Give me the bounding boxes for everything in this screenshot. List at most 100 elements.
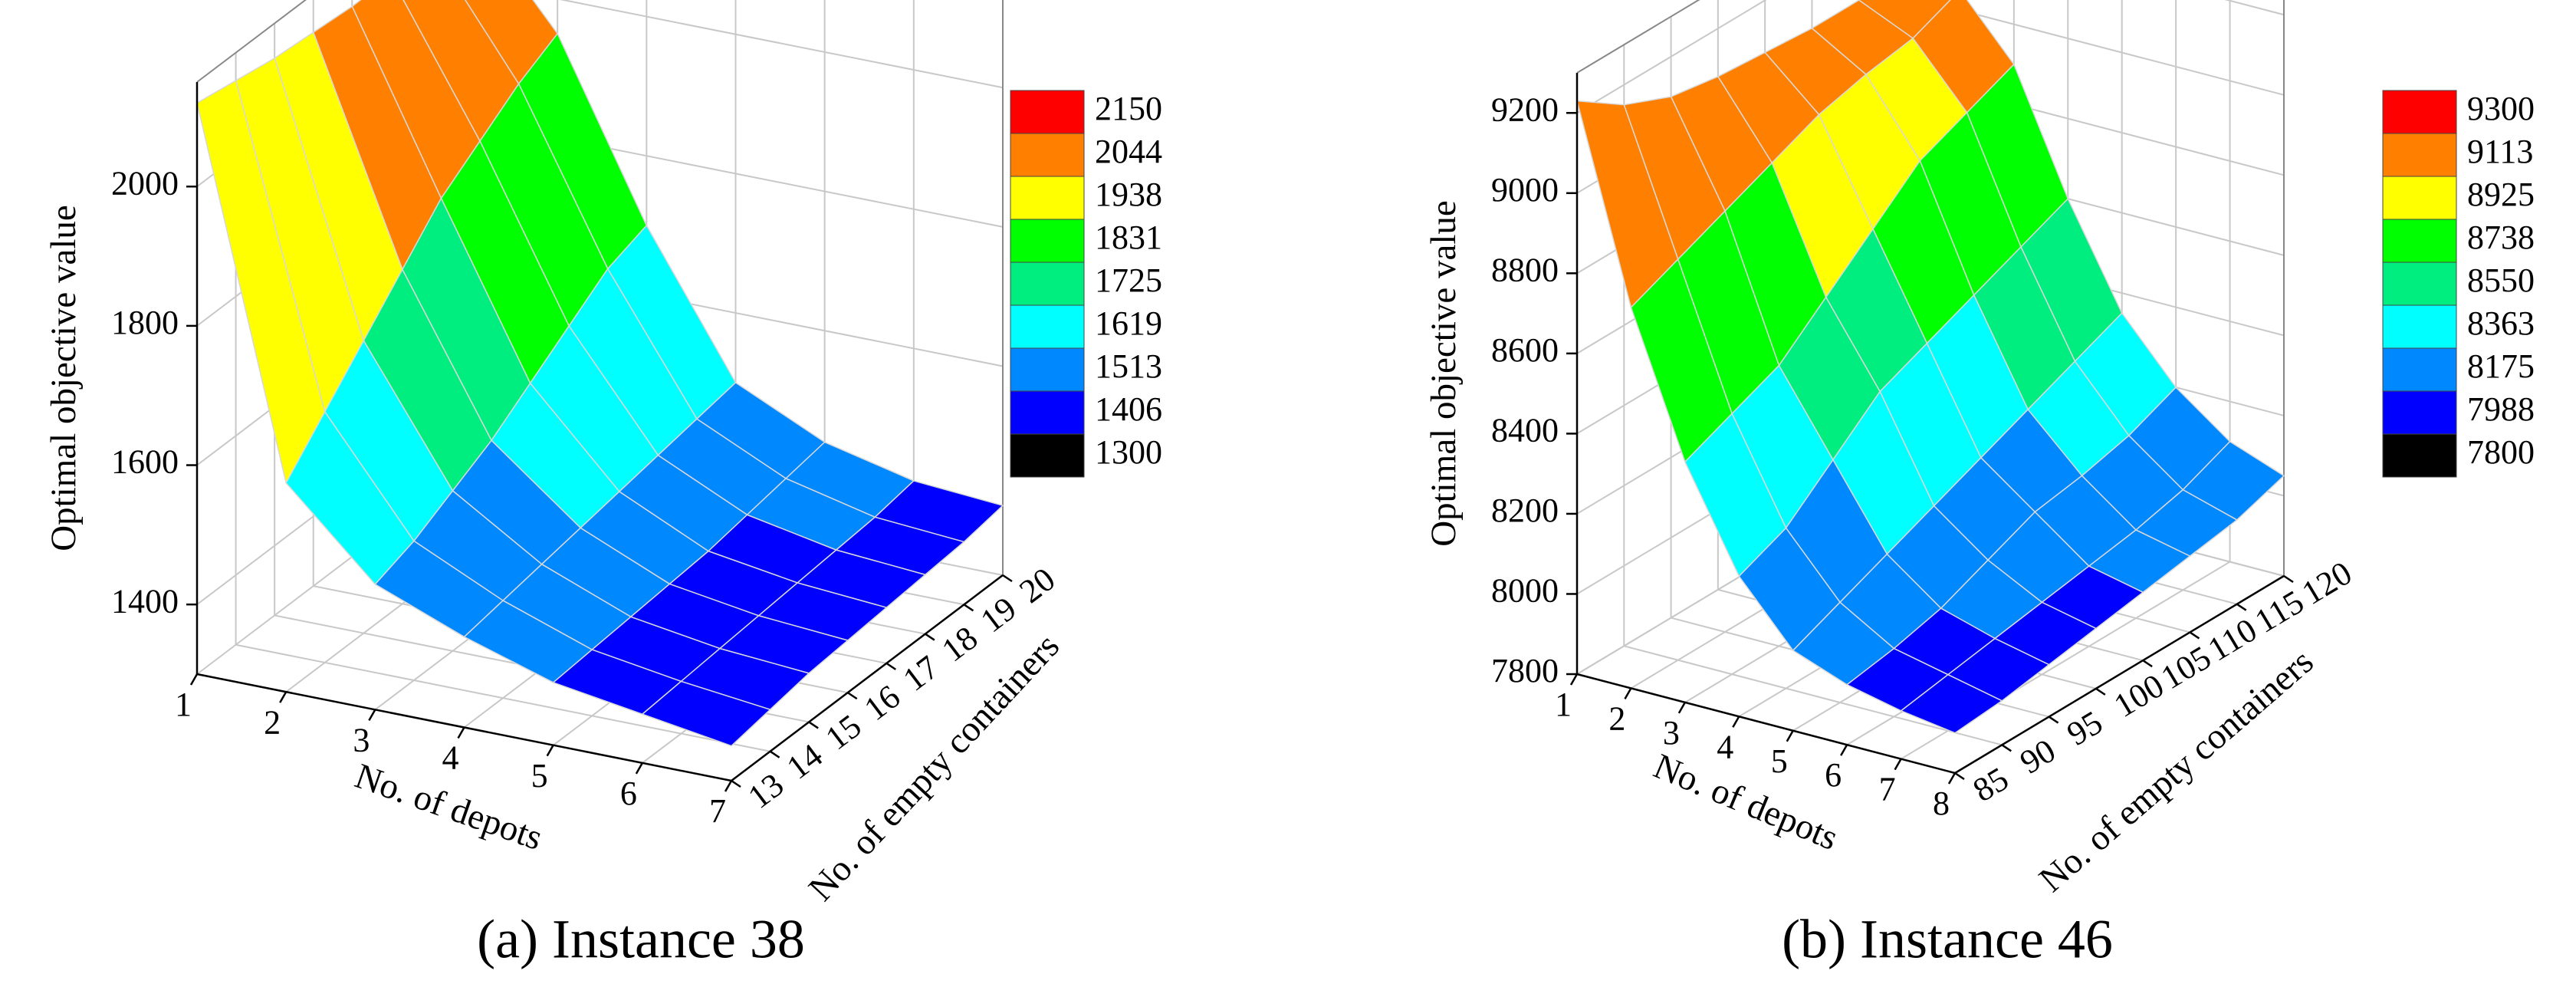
- colorbar-label: 1300: [1095, 433, 1162, 471]
- z-tick-label: 8200: [1491, 492, 1559, 529]
- x-axis-label: No. of depots: [1648, 746, 1844, 858]
- tick-mark: [635, 762, 643, 775]
- colorbar-swatch: [2382, 219, 2457, 263]
- colorbar-swatch: [1010, 304, 1085, 349]
- tick-mark: [2236, 603, 2247, 611]
- colorbar-label: 1406: [1095, 390, 1162, 428]
- tick-mark: [546, 745, 554, 757]
- tick-mark: [1677, 702, 1686, 714]
- y-tick-label: 95: [2061, 703, 2109, 753]
- colorbar-swatch: [2382, 433, 2457, 478]
- tick-mark: [808, 721, 819, 729]
- colorbar-label: 7800: [2467, 433, 2535, 471]
- colorbar-label: 1831: [1095, 219, 1162, 256]
- z-tick-label: 9000: [1491, 171, 1559, 209]
- tick-mark: [2189, 631, 2200, 640]
- z-axis-label: Optimal objective value: [44, 205, 84, 551]
- surface-cell: [642, 680, 771, 747]
- z-tick-label: 9200: [1491, 90, 1559, 128]
- y-tick-label: 18: [935, 619, 984, 670]
- colorbar-swatch: [2382, 304, 2457, 349]
- x-tick-label: 1: [1555, 686, 1572, 723]
- tick-mark: [1840, 744, 1848, 756]
- y-axis: [731, 574, 1004, 781]
- grid-line: [1576, 0, 1767, 114]
- y-tick-label: 16: [857, 678, 907, 729]
- tick-mark: [731, 779, 741, 788]
- tick-mark: [457, 726, 465, 739]
- colorbar-swatch: [1010, 90, 1085, 134]
- colorbar-label: 8363: [2467, 304, 2535, 342]
- tick-mark: [2142, 660, 2153, 668]
- tick-mark: [1894, 758, 1902, 771]
- colorbar-swatch: [1010, 176, 1085, 220]
- tick-mark: [189, 673, 199, 686]
- tick-mark: [368, 709, 376, 721]
- wall-edge: [196, 0, 307, 83]
- y-tick-label: 13: [741, 765, 791, 816]
- tick-mark: [963, 604, 974, 612]
- x-tick-label: 3: [1663, 714, 1680, 752]
- x-tick-label: 6: [1825, 756, 1842, 794]
- x-tick-label: 4: [442, 739, 459, 777]
- tick-mark: [925, 633, 935, 641]
- tick-mark: [1947, 772, 1957, 785]
- tick-mark: [2095, 687, 2106, 696]
- colorbar-label: 8925: [2467, 176, 2535, 213]
- z-tick-label: 8400: [1491, 411, 1559, 449]
- colorbar-label: 1513: [1095, 347, 1162, 385]
- y-tick-label: 85: [1967, 760, 2015, 810]
- colorbar-swatch: [2382, 90, 2457, 134]
- colorbar-label: 2044: [1095, 133, 1162, 170]
- x-tick-label: 3: [353, 721, 370, 758]
- colorbar-swatch: [1010, 262, 1085, 306]
- tick-mark: [886, 662, 896, 670]
- wall-edge: [1576, 0, 1700, 74]
- x-tick-label: 5: [531, 757, 548, 795]
- x-tick-label: 2: [264, 703, 281, 741]
- tick-mark: [724, 780, 733, 792]
- y-tick-label: 20: [1013, 560, 1063, 610]
- colorbar-label: 1619: [1095, 304, 1162, 342]
- colorbar-swatch: [2382, 390, 2457, 435]
- y-axis: [1954, 574, 2285, 775]
- tick-mark: [1569, 673, 1579, 686]
- tick-mark: [1002, 574, 1013, 583]
- x-axis: [1576, 673, 1956, 775]
- colorbar-swatch: [1010, 433, 1085, 478]
- colorbar-swatch: [1010, 219, 1085, 263]
- tick-mark: [279, 691, 288, 703]
- colorbar-swatch: [2382, 262, 2457, 306]
- surface-cell: [1900, 673, 2003, 734]
- tick-mark: [1954, 772, 1965, 781]
- x-tick-label: 1: [175, 686, 192, 723]
- y-tick-label: 17: [896, 648, 946, 699]
- tick-mark: [2048, 716, 2059, 724]
- colorbar-swatch: [1010, 390, 1085, 435]
- x-tick-label: 6: [620, 775, 637, 812]
- y-tick-label: 15: [819, 707, 869, 758]
- tick-mark: [1624, 687, 1632, 700]
- z-axis-label: Optimal objective value: [1424, 200, 1464, 547]
- y-tick-label: 14: [780, 736, 830, 787]
- tick-mark: [2001, 744, 2012, 752]
- z-tick-label: 8600: [1491, 331, 1559, 369]
- z-tick-label: 1600: [111, 443, 179, 481]
- x-tick-label: 2: [1608, 700, 1625, 738]
- colorbar-swatch: [2382, 347, 2457, 392]
- tick-mark: [1732, 716, 1740, 728]
- z-tick-label: 2000: [111, 164, 179, 202]
- x-tick-label: 5: [1771, 742, 1788, 780]
- colorbar-label: 9300: [2467, 90, 2535, 127]
- y-tick-label: 90: [2013, 732, 2062, 781]
- grid-line: [1624, 645, 2003, 746]
- colorbar-swatch: [2382, 133, 2457, 177]
- colorbar-label: 1938: [1095, 176, 1162, 213]
- tick-mark: [769, 750, 780, 758]
- colorbar-label: 7988: [2467, 390, 2535, 428]
- z-tick-label: 1800: [111, 304, 179, 341]
- z-tick-label: 8800: [1491, 251, 1559, 288]
- x-tick-label: 8: [1933, 785, 1950, 822]
